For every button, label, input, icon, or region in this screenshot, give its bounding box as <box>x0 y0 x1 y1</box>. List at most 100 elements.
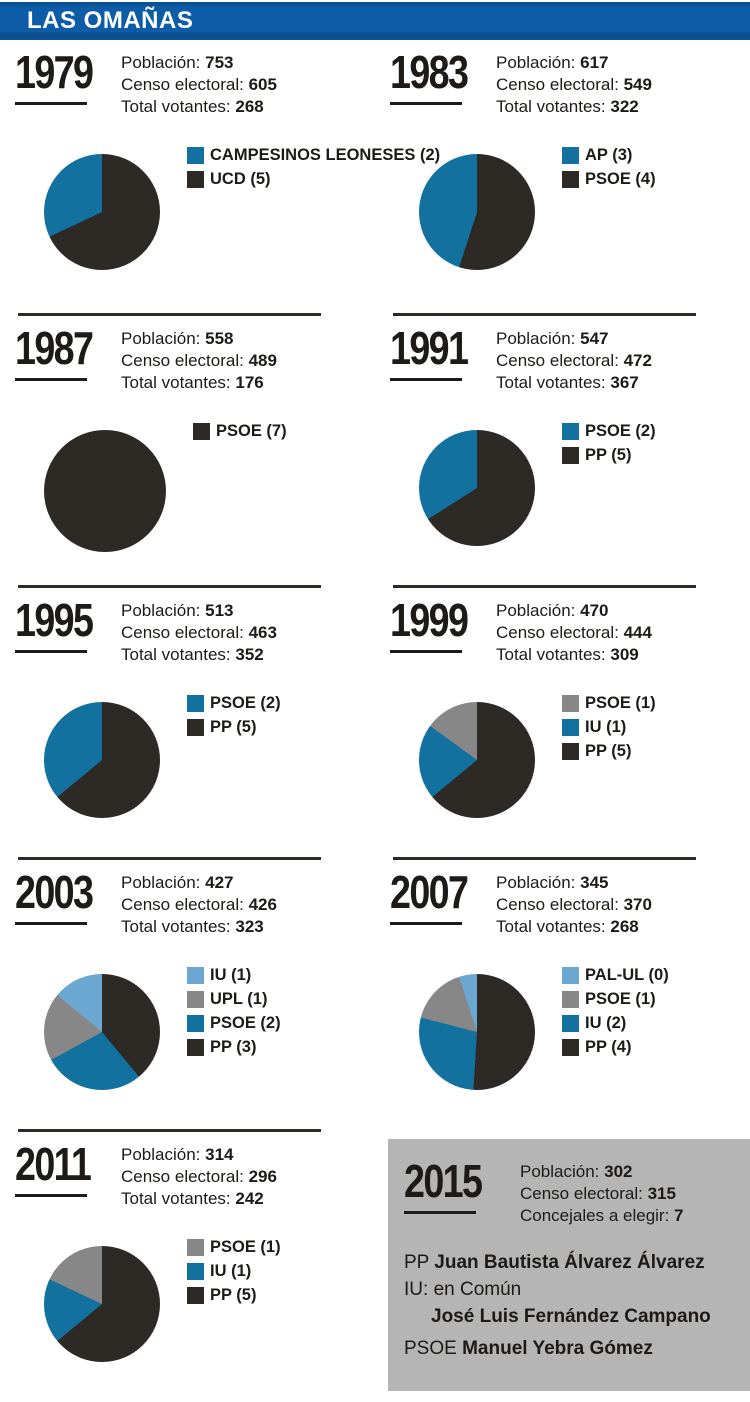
legend-item: PP (4) <box>562 1038 669 1057</box>
legend-swatch <box>187 695 204 712</box>
year-block-1983: 1983 Población: 617 Censo electoral: 549… <box>375 40 750 312</box>
year-label-2003: 2003 <box>15 869 105 938</box>
legend-swatch <box>562 695 579 712</box>
year-underline <box>404 1211 476 1214</box>
legend-1995: PSOE (2) PP (5) <box>187 694 281 742</box>
year-block-1979: 1979 Población: 753 Censo electoral: 605… <box>0 40 440 312</box>
legend-2003: IU (1) UPL (1) PSOE (2) PP (3) <box>187 966 281 1062</box>
legend-1987: PSOE (7) <box>193 422 287 446</box>
legend-item: PP (5) <box>562 742 656 761</box>
row-2003-2007: 2003 Población: 427 Censo electoral: 426… <box>0 856 750 1128</box>
legend-swatch <box>187 1015 204 1032</box>
row-1987-1991: 1987 Población: 558 Censo electoral: 489… <box>0 312 750 584</box>
legend-swatch <box>562 423 579 440</box>
legend-swatch <box>187 967 204 984</box>
candidates-2015: PP Juan Bautista Álvarez Álvarez IU: en … <box>404 1249 740 1362</box>
legend-swatch <box>187 1039 204 1056</box>
legend-swatch <box>562 991 579 1008</box>
year-label-1995: 1995 <box>15 597 105 666</box>
pie-chart-1983 <box>419 154 535 270</box>
year-label-2015: 2015 <box>404 1158 494 1227</box>
year-block-1991: 1991 Población: 547 Censo electoral: 472… <box>375 312 750 584</box>
legend-1991: PSOE (2) PP (5) <box>562 422 656 470</box>
candidate-iu: José Luis Fernández Campano <box>431 1306 711 1327</box>
year-block-2007: 2007 Población: 345 Censo electoral: 370… <box>375 856 750 1128</box>
year-underline <box>390 922 462 925</box>
legend-item: PSOE (7) <box>193 422 287 441</box>
legend-swatch <box>562 967 579 984</box>
year-block-2003: 2003 Población: 427 Censo electoral: 426… <box>0 856 375 1128</box>
year-block-1987: 1987 Población: 558 Censo electoral: 489… <box>0 312 375 584</box>
legend-swatch <box>562 447 579 464</box>
divider <box>18 585 321 588</box>
stats-1999: Población: 470 Censo electoral: 444 Tota… <box>496 601 652 664</box>
legend-item: IU (1) <box>187 966 281 985</box>
stats-1995: Población: 513 Censo electoral: 463 Tota… <box>121 601 277 664</box>
legend-1983: AP (3) PSOE (4) <box>562 146 656 194</box>
pie-chart-1987 <box>44 430 166 552</box>
pie-chart-2007 <box>419 974 535 1090</box>
row-1995-1999: 1995 Población: 513 Censo electoral: 463… <box>0 584 750 856</box>
legend-swatch <box>562 1039 579 1056</box>
row-1979-1983: 1979 Población: 753 Censo electoral: 605… <box>0 40 750 312</box>
legend-item: UPL (1) <box>187 990 281 1009</box>
row-2011-2015: 2011 Población: 314 Censo electoral: 296… <box>0 1128 750 1400</box>
divider <box>393 857 696 860</box>
legend-swatch <box>187 147 204 164</box>
year-label-1979: 1979 <box>15 49 105 118</box>
year-block-1999: 1999 Población: 470 Censo electoral: 444… <box>375 584 750 856</box>
legend-item: IU (1) <box>562 718 656 737</box>
year-label-1983: 1983 <box>390 49 480 118</box>
year-underline <box>390 378 462 381</box>
stats-1983: Población: 617 Censo electoral: 549 Tota… <box>496 53 652 116</box>
legend-item: PSOE (2) <box>187 1014 281 1033</box>
legend-swatch <box>562 147 579 164</box>
legend-item: PP (5) <box>187 1286 281 1305</box>
divider <box>393 585 696 588</box>
legend-item: PSOE (1) <box>562 990 669 1009</box>
year-underline <box>15 1194 87 1197</box>
legend-item: PSOE (1) <box>187 1238 281 1257</box>
stats-2007: Población: 345 Censo electoral: 370 Tota… <box>496 873 652 936</box>
divider <box>393 313 696 316</box>
legend-swatch <box>187 991 204 1008</box>
legend-1999: PSOE (1) IU (1) PP (5) <box>562 694 656 766</box>
legend-swatch <box>187 719 204 736</box>
legend-item: PP (5) <box>187 718 281 737</box>
box-2015: 2015 Población: 302 Censo electoral: 315… <box>388 1139 750 1391</box>
legend-item: PSOE (2) <box>562 422 656 441</box>
year-underline <box>15 650 87 653</box>
year-label-1999: 1999 <box>390 597 480 666</box>
legend-swatch <box>562 171 579 188</box>
legend-swatch <box>187 1287 204 1304</box>
legend-item: CAMPESINOS LEONESES (2) <box>187 146 440 165</box>
divider <box>18 313 321 316</box>
legend-swatch <box>562 743 579 760</box>
legend-item: PSOE (1) <box>562 694 656 713</box>
legend-swatch <box>562 1015 579 1032</box>
candidate-psoe: PSOE Manuel Yebra Gómez <box>404 1338 653 1359</box>
stats-1979: Población: 753 Censo electoral: 605 Tota… <box>121 53 277 116</box>
stats-2003: Población: 427 Censo electoral: 426 Tota… <box>121 873 277 936</box>
legend-item: IU (2) <box>562 1014 669 1033</box>
legend-item: UCD (5) <box>187 170 440 189</box>
year-underline <box>15 378 87 381</box>
divider <box>18 1129 321 1132</box>
legend-item: PSOE (2) <box>187 694 281 713</box>
year-underline <box>390 102 462 105</box>
divider <box>18 857 321 860</box>
legend-item: PP (3) <box>187 1038 281 1057</box>
legend-item: IU (1) <box>187 1262 281 1281</box>
year-label-1991: 1991 <box>390 325 480 394</box>
pie-chart-1979 <box>44 154 160 270</box>
legend-swatch <box>187 171 204 188</box>
legend-item: PP (5) <box>562 446 656 465</box>
legend-2007: PAL-UL (0) PSOE (1) IU (2) PP (4) <box>562 966 669 1062</box>
legend-2011: PSOE (1) IU (1) PP (5) <box>187 1238 281 1310</box>
candidate-pp: PP Juan Bautista Álvarez Álvarez <box>404 1252 705 1273</box>
legend-swatch <box>187 1263 204 1280</box>
pie-chart-1995 <box>44 702 160 818</box>
pie-chart-2003 <box>44 974 160 1090</box>
stats-1991: Población: 547 Censo electoral: 472 Tota… <box>496 329 652 392</box>
year-block-2015: 2015 Población: 302 Censo electoral: 315… <box>375 1128 750 1400</box>
